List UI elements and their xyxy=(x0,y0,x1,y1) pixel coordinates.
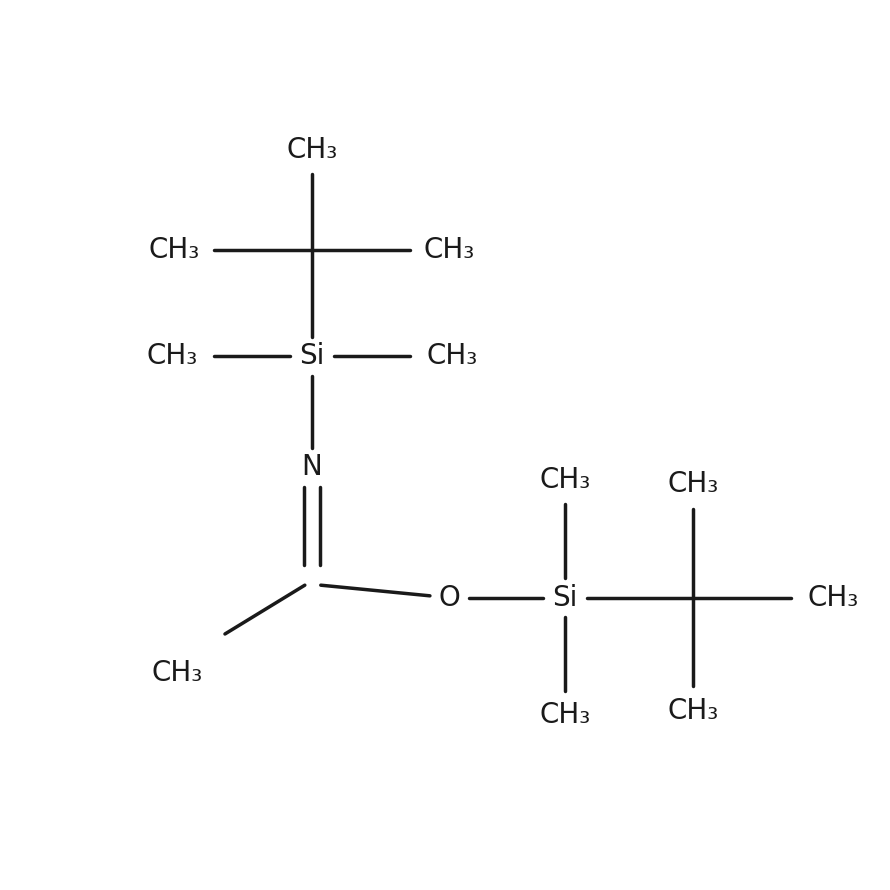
Text: CH₃: CH₃ xyxy=(151,659,203,687)
Text: CH₃: CH₃ xyxy=(539,700,590,729)
Text: CH₃: CH₃ xyxy=(808,584,859,611)
Text: CH₃: CH₃ xyxy=(668,470,719,498)
Text: Si: Si xyxy=(299,343,325,370)
Text: CH₃: CH₃ xyxy=(668,697,719,725)
Text: CH₃: CH₃ xyxy=(426,343,478,370)
Text: CH₃: CH₃ xyxy=(424,236,475,263)
Text: CH₃: CH₃ xyxy=(149,236,200,263)
Text: CH₃: CH₃ xyxy=(287,136,337,165)
Text: N: N xyxy=(302,453,322,481)
Text: CH₃: CH₃ xyxy=(539,466,590,495)
Text: Si: Si xyxy=(552,584,578,611)
Text: O: O xyxy=(439,584,460,611)
Text: CH₃: CH₃ xyxy=(146,343,198,370)
